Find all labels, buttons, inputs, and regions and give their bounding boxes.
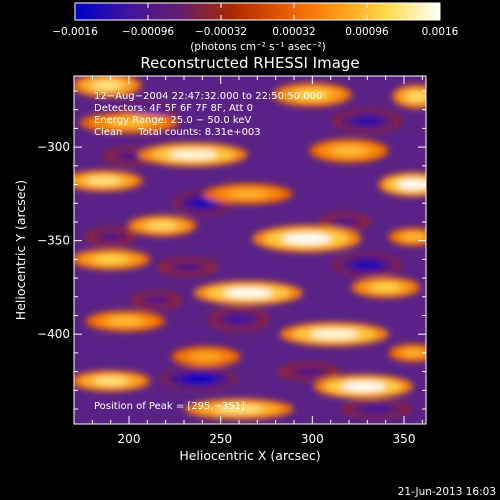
bright-band bbox=[397, 180, 426, 190]
colorbar-tick-label: 0.00096 bbox=[345, 26, 389, 38]
annotation-energy-range: Energy Range: 25.0 − 50.0 keV bbox=[94, 115, 251, 126]
dark-spot bbox=[118, 153, 140, 160]
dark-spot bbox=[351, 116, 383, 126]
dark-spot bbox=[295, 368, 322, 375]
x-tick-label: 200 bbox=[118, 432, 141, 446]
bright-band bbox=[107, 118, 151, 127]
x-tick-label: 350 bbox=[393, 432, 416, 446]
bright-band bbox=[402, 349, 425, 357]
plot-frame bbox=[73, 75, 427, 425]
bright-band bbox=[341, 382, 386, 392]
colorbar-tick-label: −0.00032 bbox=[195, 26, 247, 38]
footer-timestamp: 21-Jun-2013 16:03 bbox=[398, 486, 496, 498]
bright-band bbox=[294, 90, 330, 100]
heatmap-background bbox=[74, 76, 426, 424]
dark-spot bbox=[145, 297, 168, 304]
x-axis-label: Heliocentric X (arcsec) bbox=[179, 448, 320, 463]
bright-band bbox=[310, 329, 359, 339]
y-tick-label: −350 bbox=[37, 234, 70, 248]
dark-spot bbox=[351, 260, 383, 270]
colorbar-tick-label: −0.00096 bbox=[122, 26, 175, 38]
annotation-detectors: Detectors: 4F 5F 6F 7F 8F, Att 0 bbox=[94, 103, 253, 114]
dark-spot bbox=[189, 198, 216, 208]
bright-band bbox=[93, 255, 129, 264]
bright-band bbox=[107, 317, 143, 326]
y-tick-label: −300 bbox=[37, 140, 70, 154]
dark-spot bbox=[361, 405, 392, 413]
colorbar-units: (photons cm⁻² s⁻¹ asec⁻²) bbox=[190, 41, 325, 53]
dark-spot bbox=[334, 218, 357, 226]
x-tick-label: 300 bbox=[301, 432, 324, 446]
bright-band bbox=[370, 283, 402, 292]
bright-band bbox=[228, 189, 268, 198]
dark-spot bbox=[174, 263, 201, 271]
annotation-time-range: 12−Aug−2004 22:47:32.000 to 22:50:50.000 bbox=[94, 91, 322, 102]
y-axis-label: Heliocentric Y (arcsec) bbox=[13, 180, 28, 320]
bright-band bbox=[168, 150, 218, 160]
plot-area: 200 250 300 350 −300 −350 −400 12−Aug−2004 22:… bbox=[37, 75, 427, 446]
colorbar-tick-label: 0.0016 bbox=[422, 26, 459, 38]
colorbar-fill bbox=[74, 2, 441, 21]
annotation-clean-counts: Clean Total counts: 8.31e+003 bbox=[94, 127, 261, 138]
axis-ticks: 200 250 300 350 −300 −350 −400 bbox=[37, 76, 426, 446]
colorbar-tick-label: −0.0016 bbox=[52, 26, 98, 38]
bright-band bbox=[146, 221, 178, 230]
dark-spot bbox=[181, 374, 217, 384]
y-tick-label: −400 bbox=[37, 327, 70, 341]
annotation-peak-position: Position of Peak = [295,−351] bbox=[94, 401, 245, 412]
bright-band bbox=[282, 233, 332, 244]
bright-band bbox=[405, 92, 426, 102]
bright-band bbox=[331, 146, 367, 156]
bright-band bbox=[91, 80, 123, 90]
chart-title: Reconstructed RHESSI Image bbox=[140, 54, 359, 72]
colorbar-tick-label: 0.00032 bbox=[272, 26, 315, 38]
bright-band bbox=[223, 288, 273, 298]
colorbar: −0.0016 −0.00096 −0.00032 0.00032 0.00096 0.0… bbox=[52, 2, 459, 53]
bright-band bbox=[214, 405, 264, 413]
heatmap bbox=[74, 76, 426, 420]
bright-band bbox=[190, 352, 222, 361]
bright-band bbox=[402, 233, 425, 241]
bright-band bbox=[93, 377, 129, 385]
bright-band bbox=[85, 176, 121, 185]
colorbar-ticks: −0.0016 −0.00096 −0.00032 0.00032 0.00096 0.0… bbox=[52, 3, 459, 38]
dark-spot bbox=[99, 233, 122, 241]
x-tick-label: 250 bbox=[209, 432, 232, 446]
dark-spot bbox=[225, 314, 253, 324]
